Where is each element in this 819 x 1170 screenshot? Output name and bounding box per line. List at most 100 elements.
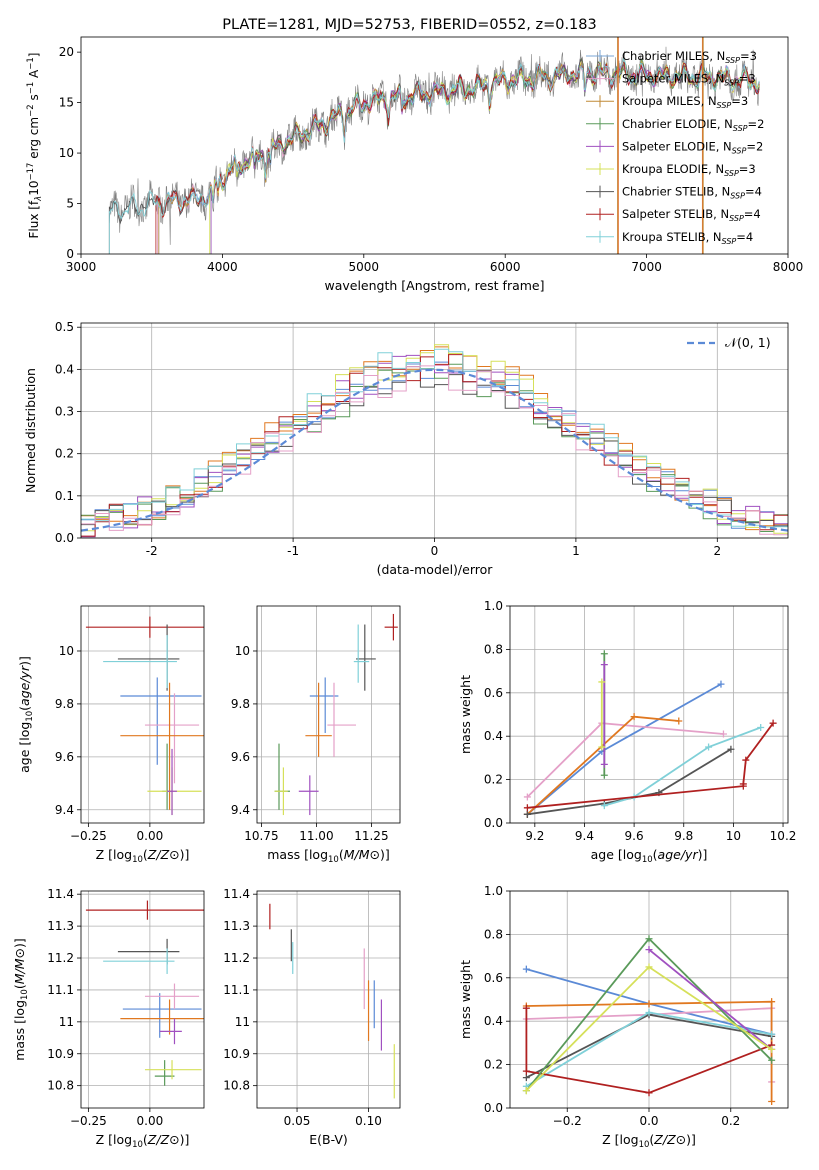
label-part: λ [34, 196, 44, 202]
model-spectrum-line [108, 57, 760, 254]
axes-frame [80, 605, 205, 824]
weight-marker [705, 743, 713, 751]
weight-marker [645, 1009, 653, 1017]
y-tick-label: 5 [66, 197, 74, 211]
legend-sub: SSP [724, 169, 739, 178]
legend-n: =4 [736, 230, 753, 244]
x-tick-label: 11.25 [354, 829, 388, 843]
y-tick-label: 20 [59, 45, 74, 59]
chart-title: PLATE=1281, MJD=52753, FIBERID=0552, z=0… [222, 17, 596, 33]
weight-marker [768, 1056, 776, 1064]
plot-area [108, 37, 761, 254]
error-bar-point [327, 682, 356, 757]
y-tick-label: 11.4 [223, 887, 250, 901]
label-part: )] [180, 847, 190, 862]
weight-marker [675, 717, 683, 725]
y-tick-label: 0.6 [484, 971, 503, 985]
label-part: −1 [26, 57, 36, 70]
y-tick-label: 0.8 [484, 642, 503, 656]
weight-series [600, 661, 608, 768]
y-tick-label: 0.4 [484, 729, 503, 743]
label-part: ( [17, 706, 32, 711]
label-part: )] [686, 1132, 696, 1147]
legend-sub: SSP [729, 214, 744, 223]
legend-name: Chabrier MILES, N [622, 49, 725, 63]
legend-name: Salpeter ELODIE, N [622, 139, 732, 153]
y-tick-label: 0.2 [55, 447, 74, 461]
error-bar-point [274, 767, 288, 816]
label-part: mass [log [12, 1000, 27, 1061]
weight-marker [600, 771, 608, 779]
y-tick-label: 10.9 [47, 1047, 74, 1061]
error-bar-point [120, 677, 202, 765]
x-tick-label: 9.8 [674, 829, 693, 843]
legend-sub: SSP [730, 192, 745, 201]
model-spectrum-line [155, 61, 760, 254]
weight-marker [719, 730, 727, 738]
legend-name: Kroupa STELIB, N [622, 230, 722, 244]
axes-frame [80, 890, 205, 1109]
axes-frame [80, 322, 789, 539]
weight-marker [768, 998, 776, 1006]
x-tick-label: 0.2 [721, 1114, 740, 1128]
label-part: s [27, 94, 41, 104]
legend-sub: SSP [733, 124, 748, 133]
weight-series [523, 719, 727, 801]
label-part: ] [27, 53, 41, 58]
label-part: Flux [f [27, 200, 41, 238]
x-tick-label: 0.00 [137, 829, 164, 843]
label-part: ( [12, 984, 27, 989]
weight-marker [768, 1045, 776, 1053]
error-bar-point [120, 682, 204, 810]
weight-marker [645, 946, 653, 954]
x-tick-label: 10 [726, 829, 741, 843]
weight-marker [600, 650, 608, 658]
label-part: −17 [26, 163, 36, 181]
weight-series [645, 946, 776, 1053]
label-part: −1 [26, 82, 36, 95]
weight-marker [600, 802, 608, 810]
error-bar-point [103, 635, 177, 689]
weight-marker [768, 1097, 776, 1105]
weight-marker [739, 780, 747, 788]
label-part: 10 [328, 855, 339, 865]
y-tick-label: 0.4 [55, 362, 74, 376]
weight-marker [645, 963, 653, 971]
plot-area [274, 613, 398, 816]
weight-series [522, 963, 776, 1095]
label-part: 10 [132, 1140, 143, 1150]
y-tick-label: 10 [59, 644, 74, 658]
residual-histogram [81, 354, 788, 538]
y-tick-label: 11.3 [47, 919, 74, 933]
y-tick-label: 0.8 [484, 927, 503, 941]
plot-area [81, 344, 788, 538]
y-tick-label: 11.1 [223, 983, 250, 997]
weight-marker [769, 719, 777, 727]
label-part: ( [143, 1132, 148, 1147]
x-tick-label: 0.05 [284, 1114, 311, 1128]
x-tick-label: 6000 [490, 260, 521, 274]
y-axis-label: mass weight [458, 960, 473, 1039]
label-part: age [log [591, 847, 642, 862]
y-tick-label: 10.8 [223, 1079, 250, 1093]
normal-curve [81, 368, 788, 532]
weight-marker [523, 810, 531, 818]
weight-marker [598, 743, 606, 751]
legend-name: Chabrier ELODIE, N [622, 117, 733, 131]
legend-sub: SSP [717, 101, 732, 110]
y-tick-label: 1.0 [484, 599, 503, 613]
plot-area [522, 935, 776, 1105]
x-tick-label: -2 [146, 544, 158, 558]
weight-marker [645, 935, 653, 943]
label-part: −2 [26, 104, 36, 117]
legend-name: Salpeter STELIB, N [622, 207, 729, 221]
residual-histogram [81, 348, 788, 528]
x-axis-label: E(B-V) [309, 1132, 348, 1147]
error-bar-point [274, 743, 290, 810]
x-tick-label: 11.00 [299, 829, 333, 843]
axes-frame [509, 605, 789, 824]
x-axis-label: Z [log10(Z/Z⊙)] [96, 847, 190, 865]
label-part: 10 [20, 989, 30, 1000]
